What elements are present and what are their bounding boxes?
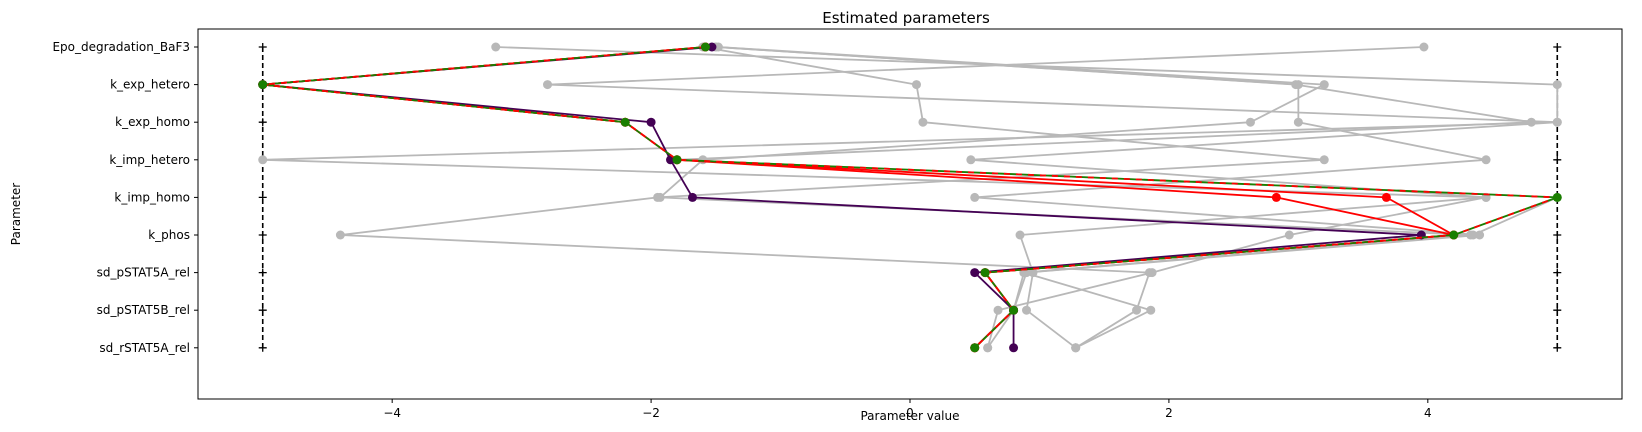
- series-point: [1015, 230, 1025, 240]
- x-axis-label: Parameter value: [860, 409, 959, 423]
- y-axis-label: Parameter: [9, 183, 23, 245]
- lower-bound-marker: [258, 343, 267, 352]
- series-point: [688, 192, 698, 202]
- series-point: [700, 42, 710, 52]
- upper-bound-marker: [1553, 306, 1562, 315]
- y-tick-label: sd_pSTAT5B_rel: [97, 303, 190, 317]
- chart-title: Estimated parameters: [822, 9, 990, 27]
- series-point: [966, 155, 976, 165]
- lower-bound-marker: [258, 306, 267, 315]
- y-tick-label: k_exp_homo: [115, 115, 190, 129]
- series-point: [970, 192, 980, 202]
- series-point: [1293, 117, 1303, 127]
- series-point: [1009, 305, 1019, 315]
- x-tick-label: 0: [906, 406, 914, 420]
- series-point: [335, 230, 345, 240]
- series-point: [1552, 80, 1562, 90]
- series-point: [655, 192, 665, 202]
- series-point: [543, 80, 553, 90]
- lower-bound-marker: [258, 43, 267, 51]
- series-point: [258, 155, 268, 165]
- series-point: [1468, 230, 1478, 240]
- series-point: [1291, 80, 1301, 90]
- lower-bound-marker: [258, 193, 267, 202]
- series-point: [698, 155, 708, 165]
- series-point: [1022, 305, 1032, 315]
- series-point: [980, 268, 990, 278]
- series-point: [1526, 117, 1536, 127]
- x-tick-label: 4: [1424, 406, 1432, 420]
- lower-bound-marker: [258, 268, 267, 277]
- plot-frame: [197, 28, 1623, 400]
- x-axis: −4 −2 0 2 4: [383, 399, 1432, 420]
- series-point: [983, 343, 993, 353]
- series-point: [1132, 305, 1142, 315]
- series-point: [1146, 305, 1156, 315]
- series-point: [993, 305, 1003, 315]
- x-tick-label: −2: [642, 406, 660, 420]
- y-tick-label: sd_pSTAT5A_rel: [97, 266, 190, 280]
- series-point: [1147, 268, 1157, 278]
- series-point: [646, 117, 656, 127]
- y-tick-label: k_phos: [148, 228, 190, 242]
- series-point: [1552, 192, 1562, 202]
- upper-bound-marker: [1553, 155, 1562, 164]
- series-point: [1319, 80, 1329, 90]
- series-point: [1481, 155, 1491, 165]
- series-point: [1419, 42, 1429, 52]
- series-line-overlay: [262, 46, 1558, 349]
- y-tick-label: sd_rSTAT5A_rel: [99, 341, 190, 355]
- series-point: [620, 117, 630, 127]
- series-point: [1009, 343, 1019, 353]
- y-tick-label: Epo_degradation_BaF3: [52, 40, 190, 54]
- series-point: [918, 117, 928, 127]
- upper-bound-marker: [1553, 43, 1562, 51]
- y-tick-label: k_exp_hetero: [110, 78, 190, 92]
- lower-bound-marker: [258, 118, 267, 127]
- series-point: [970, 268, 980, 278]
- series-point: [1284, 230, 1294, 240]
- series-point: [1319, 155, 1329, 165]
- series-point: [1245, 117, 1255, 127]
- series-point: [1071, 343, 1081, 353]
- series-point: [491, 42, 501, 52]
- series-point: [1552, 117, 1562, 127]
- series-line: [261, 46, 1559, 349]
- x-tick-label: 2: [1165, 406, 1173, 420]
- series-point: [1381, 192, 1391, 202]
- y-axis: Epo_degradation_BaF3 k_exp_hetero k_exp_ho…: [52, 40, 198, 355]
- series-line: [339, 46, 1326, 349]
- series-line: [261, 46, 1423, 348]
- lower-bound-marker: [258, 231, 267, 239]
- series-point: [707, 42, 717, 52]
- series-line: [676, 46, 1559, 349]
- series-line: [261, 46, 1559, 349]
- series-point: [672, 155, 682, 165]
- upper-bound-marker: [1553, 343, 1562, 352]
- series-point: [911, 80, 921, 90]
- y-tick-label: k_imp_hetero: [109, 153, 190, 167]
- series-point: [970, 343, 980, 353]
- series-line: [659, 46, 1472, 349]
- x-tick-label: −4: [383, 406, 401, 420]
- series-point: [258, 80, 268, 90]
- upper-bound-marker: [1553, 268, 1562, 277]
- plot-area: [258, 42, 1562, 353]
- series-point: [1449, 230, 1459, 240]
- series-point: [1271, 192, 1281, 202]
- y-tick-label: k_imp_homo: [114, 190, 190, 204]
- upper-bound-marker: [1553, 231, 1562, 239]
